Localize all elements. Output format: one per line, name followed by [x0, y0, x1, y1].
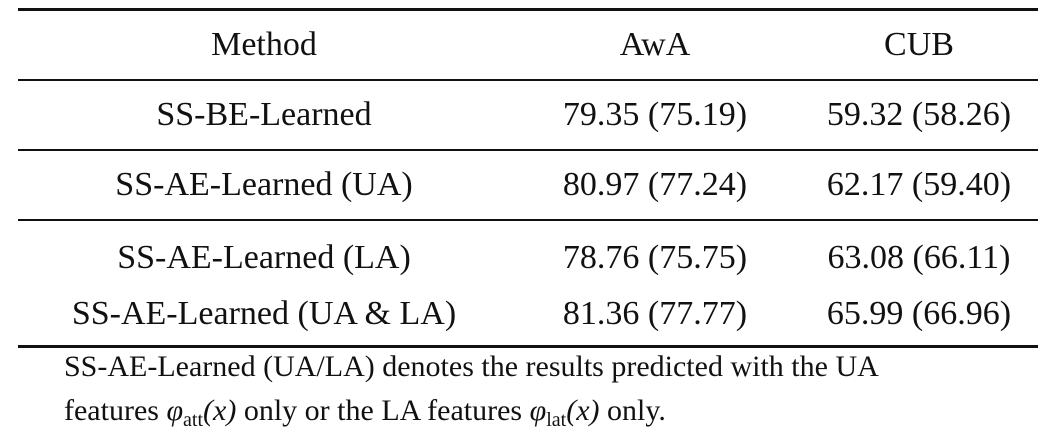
phi-argument: (x) [203, 394, 237, 427]
table-header-row: Method AwA CUB [18, 9, 1038, 81]
footnote-text: features [64, 394, 167, 427]
header-awa: AwA [619, 26, 691, 63]
header-method: Method [211, 26, 317, 63]
cell-cub: 59.32 (58.26) [826, 96, 1012, 133]
results-table: Method AwA CUB SS-BE-Learned 79.35 (75.1… [18, 8, 1038, 348]
cell-method: SS-BE-Learned [156, 96, 372, 133]
footnote-text: only. [599, 394, 666, 427]
phi-att-symbol: φatt(x) [166, 394, 237, 431]
phi-letter: φ [166, 394, 184, 427]
footnote-line-2: features φatt(x) only or the LA features… [64, 389, 1044, 442]
table-row: SS-AE-Learned (LA) 78.76 (75.75) 63.08 (… [18, 220, 1038, 289]
header-cub: CUB [884, 26, 954, 63]
table-row: SS-AE-Learned (UA) 80.97 (77.24) 62.17 (… [18, 150, 1038, 220]
results-table-container: Method AwA CUB SS-BE-Learned 79.35 (75.1… [18, 8, 1038, 348]
cell-method: SS-AE-Learned (UA) [115, 166, 413, 203]
table-row: SS-AE-Learned (UA & LA) 81.36 (77.77) 65… [18, 289, 1038, 347]
cell-cub: 65.99 (66.96) [826, 295, 1012, 332]
subscript-lat: lat [546, 409, 567, 431]
footnote-text: only or the LA features [236, 394, 530, 427]
phi-argument: (x) [566, 394, 600, 427]
cell-method: SS-AE-Learned (UA & LA) [71, 295, 457, 332]
cell-awa: 79.35 (75.19) [562, 96, 748, 133]
cell-cub: 63.08 (66.11) [827, 239, 1011, 276]
phi-lat-symbol: φlat(x) [529, 394, 600, 431]
cell-awa: 81.36 (77.77) [562, 295, 748, 332]
subscript-att: att [183, 409, 204, 431]
footnote-line-1: SS-AE-Learned (UA/LA) denotes the result… [64, 350, 879, 383]
cell-awa: 78.76 (75.75) [562, 239, 748, 276]
phi-letter: φ [529, 394, 547, 427]
table-row: SS-BE-Learned 79.35 (75.19) 59.32 (58.26… [18, 80, 1038, 150]
cell-cub: 62.17 (59.40) [826, 166, 1012, 203]
table-footnote: SS-AE-Learned (UA/LA) denotes the result… [64, 345, 1044, 442]
cell-method: SS-AE-Learned (LA) [117, 239, 411, 276]
cell-awa: 80.97 (77.24) [562, 166, 748, 203]
